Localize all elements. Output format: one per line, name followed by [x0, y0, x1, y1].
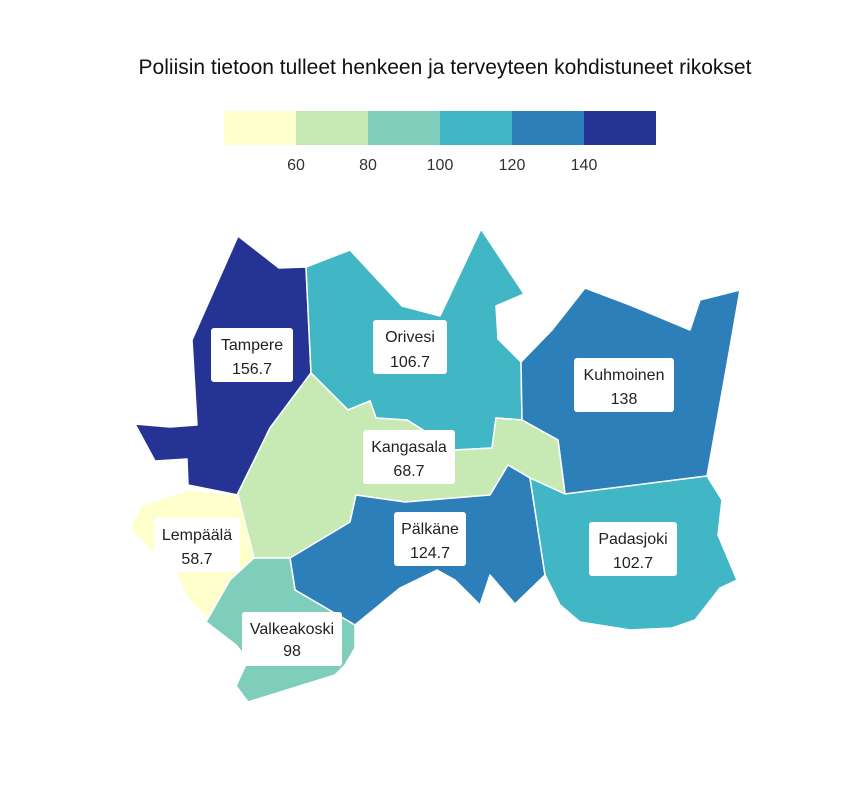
label-tampere: Tampere 156.7	[211, 328, 293, 382]
label-padasjoki-name: Padasjoki	[598, 531, 667, 548]
label-kuhmoinen-value: 138	[611, 391, 638, 408]
label-kuhmoinen-name: Kuhmoinen	[584, 367, 665, 384]
legend-swatch-1	[224, 111, 296, 145]
label-orivesi-value: 106.7	[390, 354, 430, 371]
legend-tick-140: 140	[571, 157, 598, 174]
label-padasjoki: Padasjoki 102.7	[589, 522, 677, 576]
label-kangasala-value: 68.7	[393, 463, 424, 480]
label-lempaala-name: Lempäälä	[162, 527, 232, 544]
label-orivesi: Orivesi 106.7	[373, 320, 447, 374]
label-kangasala: Kangasala 68.7	[363, 430, 455, 484]
legend-tick-80: 80	[359, 157, 377, 174]
legend-swatch-3	[368, 111, 440, 145]
label-padasjoki-value: 102.7	[613, 555, 653, 572]
label-palkane-name: Pälkäne	[401, 521, 459, 538]
label-orivesi-name: Orivesi	[385, 329, 435, 346]
label-kuhmoinen: Kuhmoinen 138	[574, 358, 674, 412]
legend-tick-60: 60	[287, 157, 305, 174]
legend-swatch-4	[440, 111, 512, 145]
legend-tick-120: 120	[499, 157, 526, 174]
label-tampere-value: 156.7	[232, 361, 272, 378]
legend-swatch-6	[584, 111, 656, 145]
label-lempaala-value: 58.7	[181, 551, 212, 568]
label-valkeakoski: Valkeakoski 98	[242, 612, 342, 666]
legend-swatch-5	[512, 111, 584, 145]
label-valkeakoski-name: Valkeakoski	[250, 621, 334, 638]
label-palkane-value: 124.7	[410, 545, 450, 562]
color-legend: 60 80 100 120 140	[224, 111, 656, 174]
legend-swatch-2	[296, 111, 368, 145]
label-valkeakoski-value: 98	[283, 643, 301, 660]
map-title: Poliisin tietoon tulleet henkeen ja terv…	[138, 56, 752, 79]
label-kangasala-name: Kangasala	[371, 439, 447, 456]
label-lempaala: Lempäälä 58.7	[154, 518, 240, 572]
legend-tick-100: 100	[427, 157, 454, 174]
label-palkane: Pälkäne 124.7	[394, 512, 466, 566]
label-tampere-name: Tampere	[221, 337, 283, 354]
